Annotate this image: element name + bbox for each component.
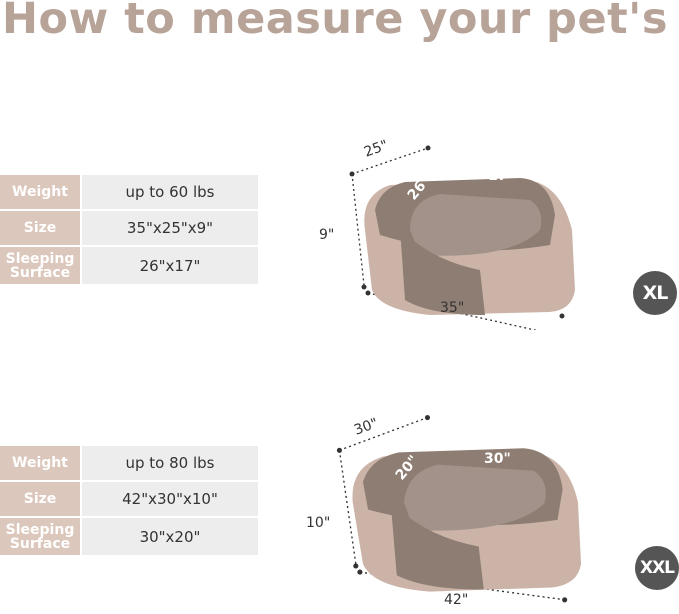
spec-label: Sleeping Surface	[0, 247, 80, 284]
spec-table-xxl: Weight up to 80 lbs Size 42"x30"x10" Sleep…	[0, 446, 258, 557]
spec-value: 26"x17"	[82, 247, 258, 284]
spec-label: Size	[0, 482, 80, 516]
spec-row-weight: Weight up to 60 lbs	[0, 175, 258, 209]
spec-value: 30"x20"	[82, 518, 258, 555]
bed-illustration-xxl	[336, 414, 582, 603]
spec-value: up to 60 lbs	[82, 175, 258, 209]
bed-illustration-xl	[349, 145, 575, 330]
dimension-length: 42"	[444, 592, 469, 608]
dimension-height: 9"	[319, 227, 335, 243]
dimension-inner-width: 17"	[488, 168, 515, 184]
spec-value: 35"x25"x9"	[82, 211, 258, 245]
spec-table-xl: Weight up to 60 lbs Size 35"x25"x9" Sleepi…	[0, 175, 258, 286]
spec-row-sleeping-surface: Sleeping Surface 26"x17"	[0, 247, 258, 284]
dimension-length: 35"	[440, 300, 465, 316]
spec-label: Weight	[0, 446, 80, 480]
spec-value: 42"x30"x10"	[82, 482, 258, 516]
dimension-height: 10"	[306, 515, 331, 531]
size-badge-xl: XL	[633, 271, 677, 315]
spec-row-sleeping-surface: Sleeping Surface 30"x20"	[0, 518, 258, 555]
size-badge-xxl: XXL	[635, 546, 679, 590]
spec-row-weight: Weight up to 80 lbs	[0, 446, 258, 480]
page-title: How to measure your pet's bed	[2, 0, 679, 44]
spec-value: up to 80 lbs	[82, 446, 258, 480]
spec-row-size: Size 35"x25"x9"	[0, 211, 258, 245]
spec-row-size: Size 42"x30"x10"	[0, 482, 258, 516]
dimension-inner-width: 30"	[484, 451, 511, 467]
spec-label: Sleeping Surface	[0, 518, 80, 555]
spec-label: Size	[0, 211, 80, 245]
spec-label: Weight	[0, 175, 80, 209]
